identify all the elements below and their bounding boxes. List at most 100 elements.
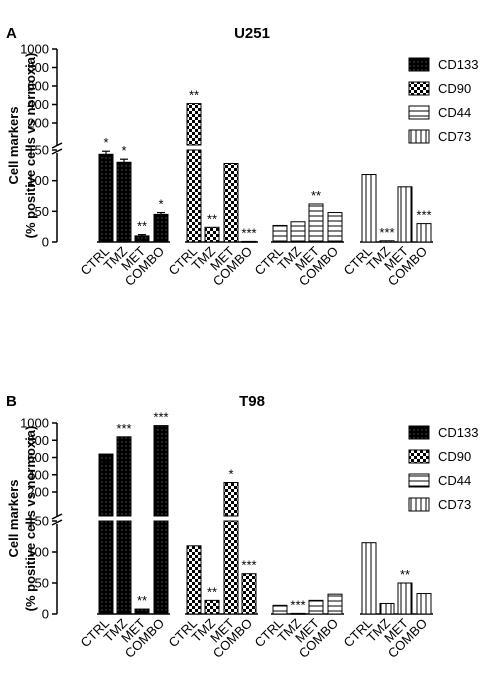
bar-CD90-CTRL: [186, 149, 202, 243]
significance-label: ***: [241, 558, 256, 573]
significance-label: *: [103, 135, 108, 150]
bar-CD44-MET: [308, 203, 324, 243]
bar-CD90-CTRL: [186, 103, 202, 146]
bar-CD90-COMBO: [241, 573, 257, 615]
significance-label: **: [207, 584, 217, 599]
significance-label: ***: [290, 597, 305, 612]
bar-CD133-MET: [134, 608, 150, 615]
y-tick-label: 150: [27, 143, 49, 158]
legend-label: CD90: [438, 81, 471, 96]
panel-letter: B: [6, 393, 17, 410]
bar-CD133-COMBO: [153, 425, 169, 517]
y-tick-label: 200: [27, 116, 49, 131]
significance-label: **: [137, 219, 147, 234]
bar-CD133-CTRL: [98, 520, 114, 615]
y-axis-label: Cell markers: [6, 479, 21, 557]
bar-CD44-TMZ: [290, 221, 306, 243]
chart-title: T98: [239, 393, 265, 410]
bar-CD90-CTRL: [186, 545, 202, 615]
bar-CD73-MET: [397, 186, 413, 243]
y-tick-label: 400: [27, 97, 49, 112]
bar-CD90-COMBO: [241, 240, 257, 243]
legend-label: CD44: [438, 105, 471, 120]
legend-label: CD90: [438, 449, 471, 464]
significance-label: *: [121, 143, 126, 158]
bar-CD73-TMZ: [379, 240, 395, 243]
y-tick-label: 1000: [20, 42, 49, 57]
y-tick-label: 800: [27, 60, 49, 75]
axis-break-mark: [51, 513, 63, 520]
bar-CD44-COMBO: [327, 593, 343, 615]
bar-CD73-CTRL: [361, 174, 377, 243]
bar-CD90-TMZ: [204, 226, 220, 243]
y-tick-label: 200: [27, 485, 49, 500]
chart-panel-b: B T98 Cell markers (% positive cells vs nor…: [6, 393, 478, 661]
significance-label: **: [189, 88, 199, 103]
bar-CD73-CTRL: [361, 542, 377, 615]
panel-letter: A: [6, 25, 17, 42]
significance-label: **: [311, 188, 321, 203]
bar-CD90-MET: [223, 482, 239, 517]
legend-label: CD133: [438, 57, 478, 72]
significance-label: ***: [416, 208, 431, 223]
y-tick-label: 100: [27, 173, 49, 188]
bar-CD73-COMBO: [416, 593, 432, 615]
significance-label: ***: [241, 225, 256, 240]
legend-label: CD73: [438, 497, 471, 512]
significance-label: **: [207, 211, 217, 226]
bar-CD133-TMZ: [116, 161, 132, 243]
legend-swatch-CD133: [408, 57, 430, 72]
axis-break-mark: [51, 142, 63, 149]
y-tick-label: 50: [35, 576, 49, 591]
legend-label: CD73: [438, 129, 471, 144]
significance-label: **: [137, 593, 147, 608]
legend-swatch-CD90: [408, 449, 430, 464]
legend-swatch-CD73: [408, 497, 430, 512]
significance-label: ***: [379, 225, 394, 240]
bar-CD133-CTRL: [98, 153, 114, 243]
bar-CD44-CTRL: [272, 604, 288, 615]
legend-label: CD133: [438, 425, 478, 440]
bar-CD73-TMZ: [379, 602, 395, 615]
bar-CD133-MET: [134, 235, 150, 243]
legend-swatch-CD90: [408, 81, 430, 96]
y-tick-label: 800: [27, 433, 49, 448]
significance-label: *: [158, 197, 163, 212]
significance-label: ***: [153, 410, 168, 425]
y-axis-label: (% positive cells vs normoxia): [23, 426, 38, 612]
bar-CD90-MET: [223, 162, 239, 243]
legend-swatch-CD44: [408, 473, 430, 488]
bar-CD73-COMBO: [416, 223, 432, 243]
bar-CD44-COMBO: [327, 212, 343, 243]
legend-swatch-CD73: [408, 129, 430, 144]
chart-title: U251: [234, 25, 270, 42]
bar-CD133-TMZ: [116, 520, 132, 615]
y-tick-label: 150: [27, 514, 49, 529]
bar-CD44-MET: [308, 599, 324, 615]
bar-CD44-TMZ: [290, 612, 306, 615]
bar-CD44-CTRL: [272, 224, 288, 243]
legend-label: CD44: [438, 473, 471, 488]
y-tick-label: 100: [27, 545, 49, 560]
y-tick-label: 0: [42, 607, 49, 622]
significance-label: ***: [116, 421, 131, 436]
bar-CD73-MET: [397, 582, 413, 615]
axis-break-mark: [51, 148, 63, 155]
y-tick-label: 400: [27, 467, 49, 482]
significance-label: *: [228, 467, 233, 482]
bar-CD133-CTRL: [98, 453, 114, 517]
y-axis-label: Cell markers: [6, 106, 21, 184]
chart-panel-a: A U251 Cell markers (% positive cells vs no…: [6, 25, 478, 289]
legend-swatch-CD133: [408, 425, 430, 440]
y-tick-label: 600: [27, 450, 49, 465]
legend-swatch-CD44: [408, 105, 430, 120]
significance-label: **: [400, 567, 410, 582]
y-tick-label: 0: [42, 235, 49, 250]
bar-CD90-MET: [223, 520, 239, 615]
y-tick-label: 50: [35, 204, 49, 219]
bar-CD133-COMBO: [153, 213, 169, 243]
bar-CD133-COMBO: [153, 520, 169, 615]
significance-label: ***: [98, 457, 113, 472]
axis-break-mark: [51, 519, 63, 526]
